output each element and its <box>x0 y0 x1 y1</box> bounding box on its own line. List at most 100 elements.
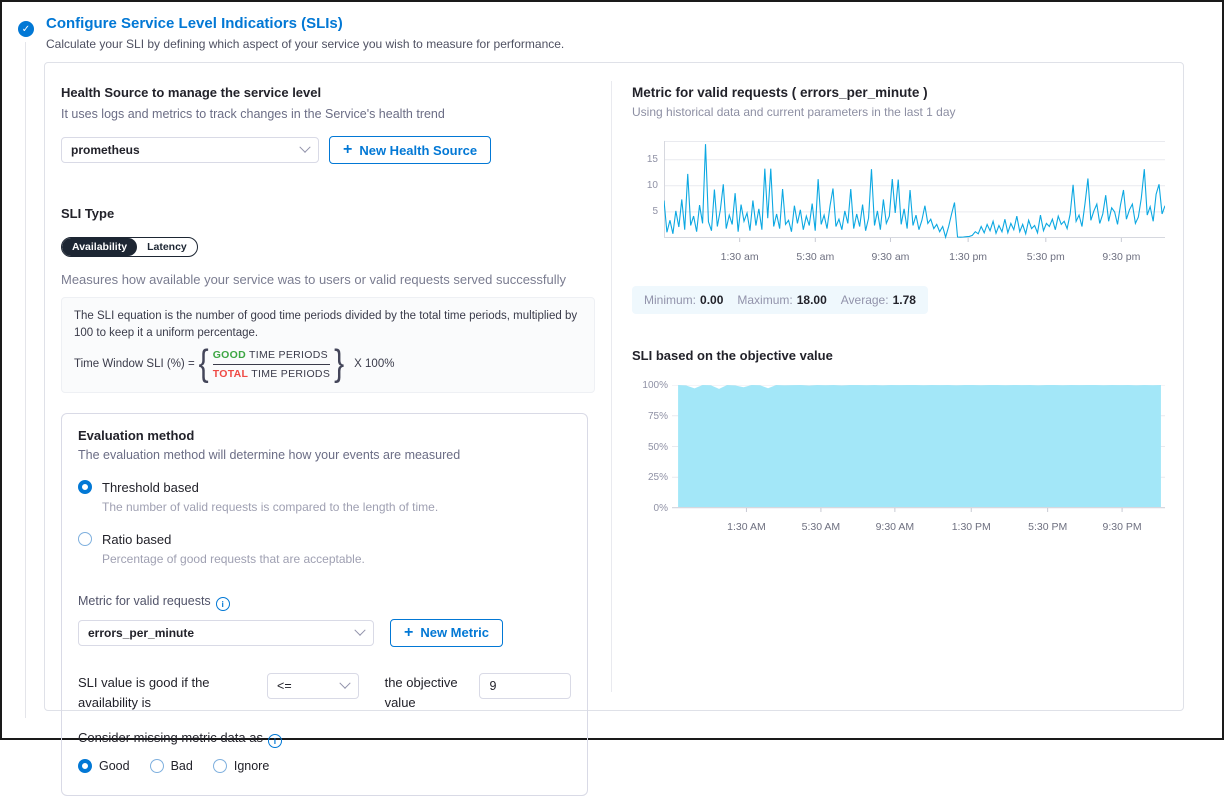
metric-select[interactable]: errors_per_minute <box>78 619 374 646</box>
column-divider <box>611 81 612 692</box>
x-label: 9:30 am <box>871 251 910 263</box>
sli-type-heading: SLI Type <box>61 206 115 221</box>
operator-select[interactable]: <= <box>267 672 359 699</box>
new-metric-button[interactable]: + New Metric <box>390 618 503 647</box>
minimum-label: Minimum: <box>644 293 697 307</box>
operator-selected-value: <= <box>277 678 292 693</box>
good-periods-highlight: GOOD <box>212 348 246 361</box>
minimum-value: 0.00 <box>700 293 724 307</box>
sli-equation-text: The SLI equation is the number of good t… <box>74 310 578 340</box>
x-label: 5:30 pm <box>1026 251 1065 263</box>
info-icon[interactable]: i <box>267 733 282 748</box>
new-health-source-button[interactable]: + New Health Source <box>329 136 492 164</box>
total-periods-highlight: TOTAL <box>212 367 249 380</box>
radio-ignore[interactable] <box>212 758 227 773</box>
y-tick-50: 50% <box>647 442 668 453</box>
sli-equation-formula: Time Window SLI (%) = { GOOD TIME PERIOD… <box>74 345 582 383</box>
metric-line-chart: 15 10 5 1:30 am 5:30 am 9:30 am 1:30 pm … <box>632 141 1165 266</box>
metric-selected-value: errors_per_minute <box>88 625 195 640</box>
ratio-based-label: Ratio based <box>102 531 172 547</box>
y-tick-15: 15 <box>646 154 658 165</box>
maximum-value: 18.00 <box>796 293 827 307</box>
sli-chart-title: SLI based on the objective value <box>632 348 833 363</box>
sli-config-card: Health Source to manage the service leve… <box>44 62 1184 796</box>
radio-bad[interactable] <box>149 758 164 773</box>
y-tick-25: 25% <box>647 472 668 483</box>
x-label: 1:30 PM <box>951 521 991 533</box>
evaluation-method-card: Evaluation method The evaluation method … <box>61 412 588 796</box>
step-connector-line <box>25 42 26 718</box>
metric-chart-x-axis: 1:30 am 5:30 am 9:30 am 1:30 pm 5:30 pm … <box>664 246 1165 266</box>
health-source-description: It uses logs and metrics to track change… <box>61 107 445 121</box>
new-health-source-label: New Health Source <box>359 142 478 158</box>
missing-option-good[interactable]: Good <box>78 758 130 773</box>
missing-ignore-label: Ignore <box>233 758 270 773</box>
sli-chart-x-axis: 1:30 AM 5:30 AM 9:30 AM 1:30 PM 5:30 PM … <box>672 516 1165 536</box>
missing-option-bad[interactable]: Bad <box>149 758 193 773</box>
objective-prefix-label: SLI value is good if the availability is <box>78 674 210 710</box>
total-periods-rest: TIME PERIODS <box>248 367 331 380</box>
maximum-label: Maximum: <box>737 293 793 307</box>
metric-stats-pill: Minimum: 0.00 Maximum: 18.00 Average: 1.78 <box>632 286 928 314</box>
objective-mid-label: the objective value <box>384 674 458 710</box>
step-complete-check-icon: ✓ <box>18 21 34 37</box>
plus-icon: + <box>343 141 353 158</box>
missing-bad-label: Bad <box>170 758 193 773</box>
health-source-heading: Health Source to manage the service leve… <box>61 85 322 100</box>
objective-value-input[interactable]: 9 <box>479 672 571 699</box>
missing-good-label: Good <box>99 758 130 773</box>
sli-type-description: Measures how available your service was … <box>61 272 567 287</box>
sli-type-option-latency[interactable]: Latency <box>147 241 187 253</box>
x-label: 1:30 am <box>720 251 759 263</box>
y-tick-0: 0% <box>653 503 668 514</box>
x-label: 9:30 pm <box>1102 251 1141 263</box>
x-label: 5:30 am <box>796 251 835 263</box>
formula-prefix: Time Window SLI (%) = <box>74 358 195 370</box>
radio-threshold-based[interactable] <box>78 479 92 494</box>
radio-ratio-based[interactable] <box>78 531 92 546</box>
new-metric-label: New Metric <box>420 625 489 640</box>
average-label: Average: <box>840 293 889 307</box>
y-tick-75: 75% <box>647 411 668 422</box>
chevron-down-icon <box>299 141 311 153</box>
chevron-down-icon <box>338 677 351 689</box>
radio-good[interactable] <box>78 758 92 773</box>
sli-equation-box: The SLI equation is the number of good t… <box>61 297 595 393</box>
threshold-based-label: Threshold based <box>102 479 199 495</box>
page-title: Configure Service Level Indicatiors (SLI… <box>46 15 343 32</box>
evaluation-method-description: The evaluation method will determine how… <box>78 447 461 462</box>
metric-for-valid-requests-label: Metric for valid requests <box>78 593 211 608</box>
objective-value: 9 <box>489 678 497 693</box>
y-tick-100: 100% <box>642 380 668 391</box>
health-source-selected-value: prometheus <box>71 143 140 157</box>
evaluation-method-heading: Evaluation method <box>78 427 195 443</box>
right-panel: Metric for valid requests ( errors_per_m… <box>612 63 1183 710</box>
sli-area-chart-svg <box>672 385 1165 512</box>
missing-option-ignore[interactable]: Ignore <box>212 758 270 773</box>
left-brace: { <box>198 342 209 384</box>
ratio-based-option[interactable]: Ratio based Percentage of good requests … <box>78 531 571 566</box>
x-label: 9:30 PM <box>1102 521 1142 533</box>
x-label: 5:30 PM <box>1028 521 1068 533</box>
ratio-based-description: Percentage of good requests that are acc… <box>102 551 365 566</box>
sli-area-chart: 100% 75% 50% 25% 0% 1:30 AM 5:30 AM 9:30… <box>632 380 1165 536</box>
plus-icon: + <box>404 623 414 641</box>
y-tick-10: 10 <box>646 180 658 191</box>
sli-type-toggle: Availability Latency <box>61 237 198 257</box>
formula-suffix: X 100% <box>354 358 395 370</box>
left-panel: Health Source to manage the service leve… <box>45 63 611 796</box>
x-label: 1:30 pm <box>949 251 988 263</box>
info-icon[interactable]: i <box>215 596 230 611</box>
metric-chart-subtitle: Using historical data and current parame… <box>632 105 956 119</box>
chevron-down-icon <box>354 624 366 636</box>
sli-type-option-availability[interactable]: Availability <box>62 238 138 256</box>
page-subtitle: Calculate your SLI by defining which asp… <box>46 37 565 51</box>
missing-data-label: Consider missing metric data as <box>78 729 263 745</box>
threshold-based-description: The number of valid requests is compared… <box>102 499 439 514</box>
threshold-based-option[interactable]: Threshold based The number of valid requ… <box>78 479 571 514</box>
x-label: 9:30 AM <box>875 521 915 533</box>
health-source-select[interactable]: prometheus <box>61 137 319 163</box>
metric-line-chart-svg <box>664 141 1165 242</box>
x-label: 1:30 AM <box>727 521 766 533</box>
